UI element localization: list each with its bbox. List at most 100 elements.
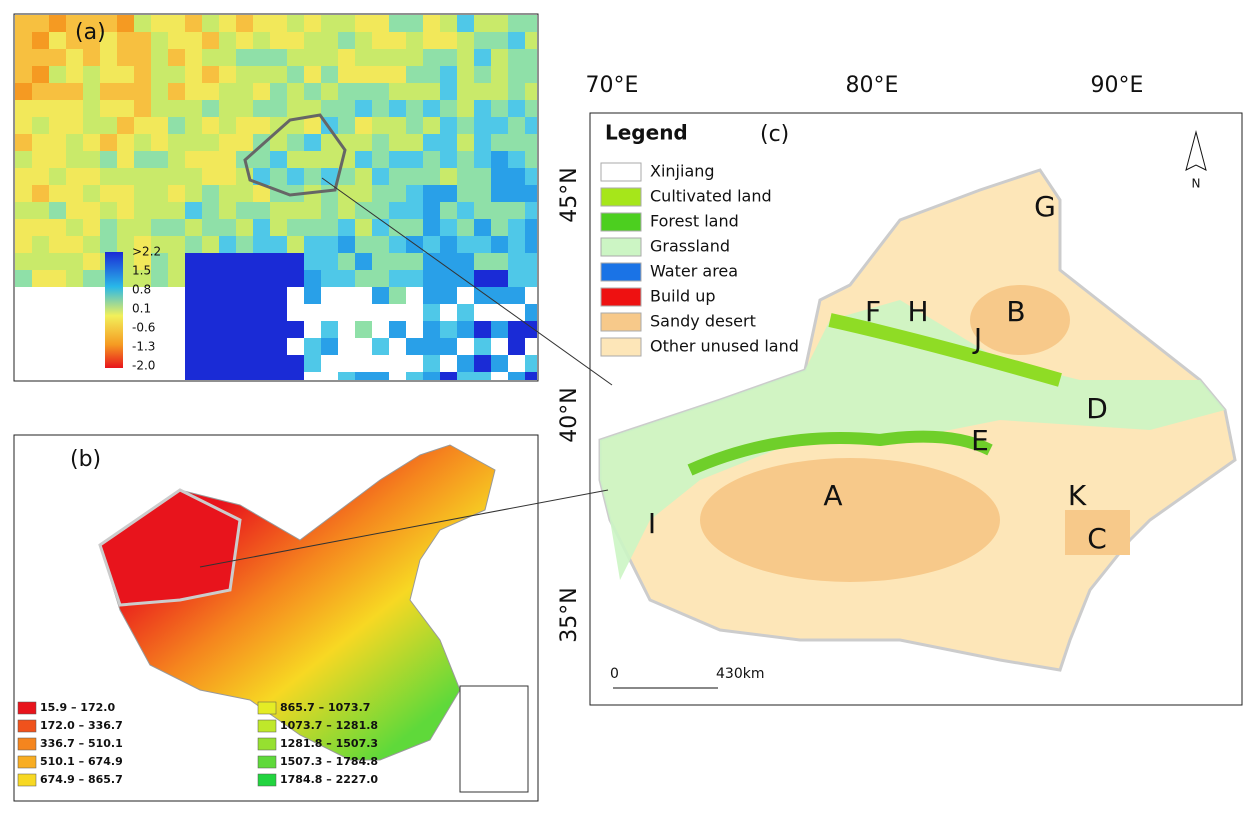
grid-cell	[440, 270, 457, 287]
grid-cell	[219, 83, 236, 100]
grid-cell	[117, 117, 134, 134]
grid-cell	[117, 32, 134, 49]
grid-cell	[134, 15, 151, 32]
grid-cell	[168, 185, 185, 202]
legend-label: Xinjiang	[650, 162, 715, 181]
grid-cell	[83, 134, 100, 151]
grid-cell	[474, 372, 491, 380]
grid-cell	[15, 117, 32, 134]
grid-cell	[253, 270, 270, 287]
grid-cell	[525, 15, 537, 32]
grid-cell	[457, 355, 474, 372]
grid-cell	[287, 83, 304, 100]
grid-cell	[185, 151, 202, 168]
grid-cell	[304, 219, 321, 236]
grid-cell	[219, 49, 236, 66]
grid-cell	[423, 253, 440, 270]
grid-cell	[270, 355, 287, 372]
grid-cell	[372, 100, 389, 117]
grid-cell	[83, 219, 100, 236]
scale-label: 430km	[716, 666, 764, 682]
grid-cell	[270, 151, 287, 168]
legend-swatch	[17, 773, 37, 787]
grid-cell	[66, 219, 83, 236]
grid-cell	[236, 49, 253, 66]
grid-cell	[338, 219, 355, 236]
grid-cell	[219, 219, 236, 236]
grid-cell	[151, 151, 168, 168]
colorbar	[105, 252, 123, 368]
grid-cell	[355, 168, 372, 185]
region-label: F	[865, 295, 881, 328]
grid-cell	[202, 134, 219, 151]
grid-cell	[253, 202, 270, 219]
grid-cell	[491, 100, 508, 117]
grid-cell	[202, 219, 219, 236]
grid-cell	[117, 185, 134, 202]
grid-cell	[423, 32, 440, 49]
grid-cell	[168, 32, 185, 49]
grid-cell	[525, 355, 537, 372]
colorbar-label: 0.1	[132, 302, 151, 316]
grid-cell	[32, 219, 49, 236]
grid-cell	[372, 270, 389, 287]
grid-cell	[304, 100, 321, 117]
grid-cell	[338, 185, 355, 202]
grid-cell	[185, 202, 202, 219]
grid-cell	[117, 49, 134, 66]
legend-label: 674.9 – 865.7	[40, 773, 123, 786]
grid-cell	[304, 151, 321, 168]
legend-label: Cultivated land	[650, 187, 772, 206]
grid-cell	[219, 338, 236, 355]
grid-cell	[66, 49, 83, 66]
grid-cell	[134, 185, 151, 202]
legend-swatch	[17, 755, 37, 769]
grid-cell	[253, 219, 270, 236]
grid-cell	[372, 168, 389, 185]
grid-cell	[117, 83, 134, 100]
north-label: N	[1192, 177, 1201, 191]
grid-cell	[406, 100, 423, 117]
grid-cell	[287, 66, 304, 83]
grid-cell	[355, 66, 372, 83]
grid-cell	[355, 270, 372, 287]
grid-cell	[49, 202, 66, 219]
grid-cell	[168, 66, 185, 83]
grid-cell	[202, 49, 219, 66]
grid-cell	[185, 355, 202, 372]
grid-cell	[338, 168, 355, 185]
grid-cell	[474, 321, 491, 338]
grid-cell	[321, 321, 338, 338]
grid-cell	[100, 236, 117, 253]
grid-cell	[83, 49, 100, 66]
grid-cell	[168, 15, 185, 32]
grid-cell	[168, 151, 185, 168]
legend-swatch	[600, 337, 642, 357]
grid-cell	[219, 321, 236, 338]
grid-cell	[525, 168, 537, 185]
grid-cell	[508, 219, 525, 236]
grid-cell	[372, 66, 389, 83]
legend-swatch	[257, 719, 277, 733]
grid-cell	[219, 134, 236, 151]
grid-cell	[457, 49, 474, 66]
grid-cell	[338, 202, 355, 219]
colorbar-label: 1.5	[132, 264, 151, 278]
grid-cell	[406, 15, 423, 32]
grid-cell	[32, 32, 49, 49]
grid-cell	[270, 202, 287, 219]
grid-cell	[202, 15, 219, 32]
grid-cell	[100, 15, 117, 32]
grid-cell	[304, 355, 321, 372]
grid-cell	[15, 83, 32, 100]
grid-cell	[457, 66, 474, 83]
grid-cell	[185, 270, 202, 287]
grid-cell	[253, 185, 270, 202]
grid-cell	[491, 355, 508, 372]
grid-cell	[236, 253, 253, 270]
grid-cell	[219, 372, 236, 380]
grid-cell	[117, 168, 134, 185]
legend-swatch	[17, 701, 37, 715]
grid-cell	[304, 287, 321, 304]
